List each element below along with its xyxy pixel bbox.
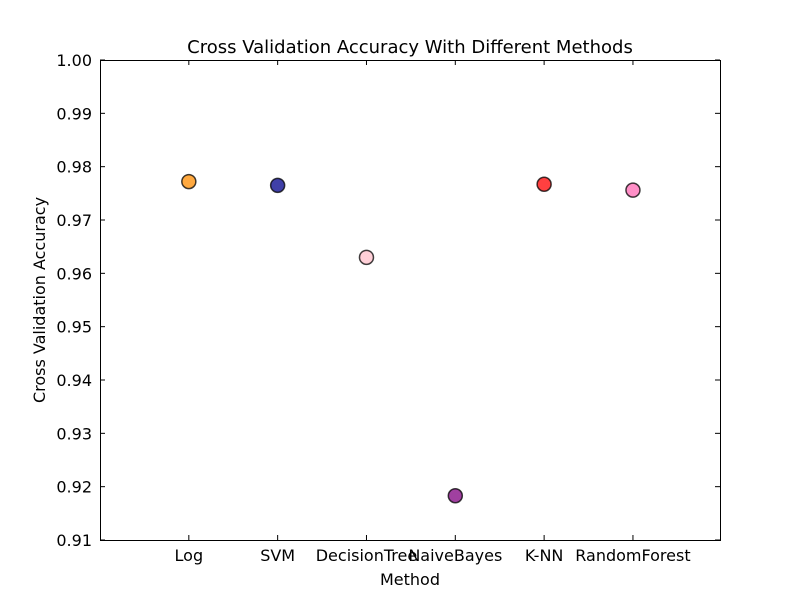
x-tick-label: RandomForest [575, 546, 690, 565]
y-tick-label: 1.00 [56, 51, 92, 70]
y-axis-label: Cross Validation Accuracy [30, 197, 49, 403]
x-axis-label: Method [380, 570, 440, 589]
y-tick-label: 0.99 [56, 104, 92, 123]
data-point-randomforest [625, 182, 641, 198]
data-point-svm [269, 177, 286, 194]
x-tick-label: NaiveBayes [408, 546, 502, 565]
data-point-log [181, 173, 197, 190]
y-tick-label: 0.91 [56, 531, 92, 550]
x-tick-label: Log [175, 546, 204, 565]
y-tick-label: 0.97 [56, 211, 92, 230]
y-tick-label: 0.96 [56, 264, 92, 283]
chart-title: Cross Validation Accuracy With Different… [187, 37, 633, 58]
data-point-decisiontree [358, 249, 375, 266]
x-tick-label: SVM [260, 546, 295, 565]
y-tick-label: 0.95 [56, 318, 92, 337]
x-tick-label: DecisionTree [316, 546, 417, 565]
y-tick-label: 0.93 [56, 424, 92, 443]
point-layer [181, 173, 641, 504]
y-tick-label: 0.98 [56, 158, 92, 177]
y-tick-label: 0.94 [56, 371, 92, 390]
y-tick-label: 0.92 [56, 478, 92, 497]
data-point-naivebayes [447, 487, 464, 504]
plot-frame [100, 60, 721, 541]
tick-layer: 0.91 0.92 0.93 0.94 0.95 0.96 0.97 0.98 0.99 1.00… [56, 51, 720, 565]
data-point-k-nn [536, 176, 552, 193]
x-tick-label: K-NN [525, 546, 564, 565]
